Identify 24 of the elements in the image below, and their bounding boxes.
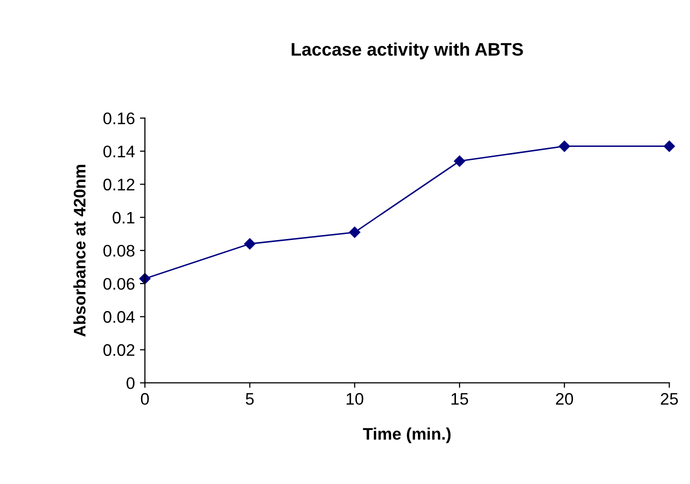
point bbox=[454, 156, 466, 167]
x-tick-label: 25 bbox=[660, 393, 678, 405]
x-tick-label: 15 bbox=[452, 393, 468, 405]
x-axis-title: Time (min.) bbox=[362, 428, 451, 444]
y-tick-label: 0.16 bbox=[103, 112, 134, 124]
y-tick-label: 0.08 bbox=[103, 244, 134, 257]
y-tick-label: 0.06 bbox=[103, 278, 134, 290]
y-tick-label: 0.12 bbox=[103, 178, 134, 190]
x-tick-label: 10 bbox=[346, 393, 364, 405]
point bbox=[558, 140, 570, 152]
point bbox=[139, 272, 151, 284]
y-axis-title: Absorbance at 420nm bbox=[73, 164, 86, 337]
y-tick-label: 0 bbox=[126, 377, 135, 390]
point bbox=[349, 226, 360, 238]
point bbox=[664, 140, 675, 152]
x-tick-label: 0 bbox=[140, 393, 149, 405]
y-tick-label: 0.1 bbox=[112, 212, 134, 224]
y-tick-label: 0.04 bbox=[103, 311, 135, 323]
x-tick-label: 20 bbox=[556, 393, 574, 405]
x-tick-label: 5 bbox=[246, 393, 254, 405]
y-tick-label: 0.02 bbox=[103, 344, 134, 356]
y-tick-label: 0.14 bbox=[103, 146, 135, 158]
chart-title: Laccase activity with ABTS bbox=[292, 42, 523, 60]
point bbox=[244, 238, 256, 250]
